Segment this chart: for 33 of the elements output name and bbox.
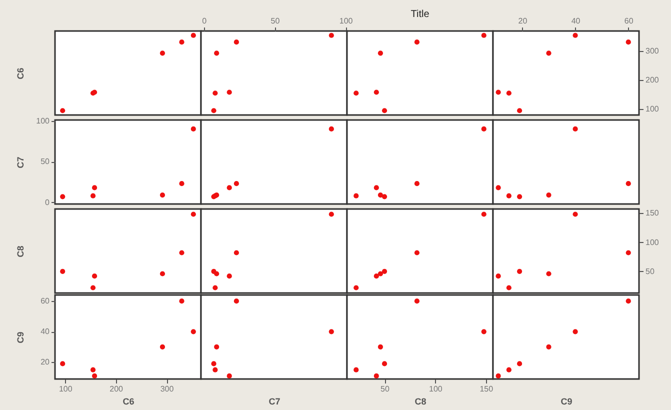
y-axis-title: C6 — [16, 68, 26, 80]
y-tick-label: 50 — [40, 157, 50, 166]
x-tick-label: 50 — [380, 384, 390, 394]
chart-title: Title — [410, 9, 430, 20]
x-tick-label: 100 — [58, 384, 73, 394]
x-tick-label: 150 — [480, 384, 494, 394]
x-tick-label: 40 — [571, 16, 581, 26]
y-tick-label: 200 — [646, 76, 660, 84]
x-axis-title: C8 — [414, 396, 426, 406]
y-tick-label: 50 — [646, 266, 655, 276]
x-axis-title: C6 — [122, 396, 134, 406]
x-axis-title: C9 — [560, 396, 572, 406]
x-axis-title: C7 — [268, 396, 280, 406]
x-tick-label: 60 — [624, 16, 634, 26]
x-tick-label: 100 — [339, 16, 354, 26]
y-axis-title: C8 — [16, 246, 26, 258]
y-tick-label: 0 — [45, 198, 50, 207]
y-tick-label: 100 — [646, 238, 660, 247]
y-tick-label: 100 — [36, 116, 50, 126]
y-tick-label: 60 — [40, 296, 50, 306]
y-tick-label: 40 — [40, 327, 50, 336]
y-axis-title: C7 — [16, 156, 26, 168]
y-axis-title: C9 — [16, 332, 26, 344]
x-tick-label: 20 — [518, 16, 528, 26]
x-tick-label: 0 — [202, 16, 208, 26]
y-tick-label: 150 — [646, 208, 660, 218]
x-tick-label: 50 — [270, 16, 280, 26]
x-tick-label: 100 — [429, 384, 443, 394]
y-tick-label: 100 — [646, 104, 660, 114]
x-tick-label: 200 — [110, 384, 124, 394]
x-tick-label: 300 — [160, 384, 174, 394]
y-tick-label: 20 — [40, 358, 50, 367]
y-tick-label: 300 — [646, 46, 660, 56]
